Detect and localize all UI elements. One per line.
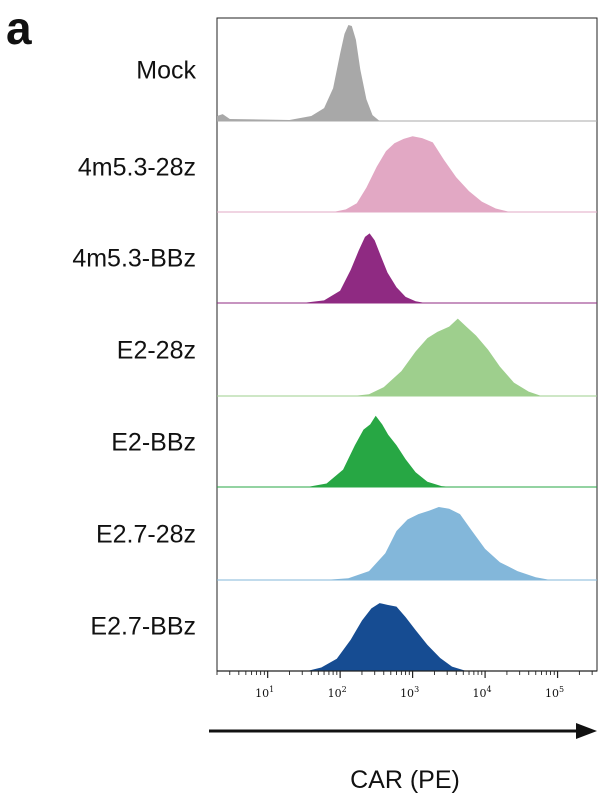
axis-arrow-head <box>576 723 597 739</box>
row-label-e2-bbz: E2-BBz <box>111 429 196 457</box>
row-label-e2-28z: E2-28z <box>117 337 196 365</box>
panel-letter: a <box>6 2 32 54</box>
x-axis: 101 102 103 104 105 <box>209 670 597 739</box>
histogram-e2-28z <box>352 318 542 396</box>
x-tick-label: 104 <box>473 685 492 700</box>
x-tick-label: 101 <box>255 685 274 700</box>
row-labels: Mock 4m5.3-28z 4m5.3-BBz E2-28z E2-BBz E2.7-2… <box>72 57 196 641</box>
plot-area <box>216 17 598 672</box>
histogram-e2-bbz <box>307 415 452 487</box>
row-label-4m5-3-28z: 4m5.3-28z <box>78 154 196 182</box>
histogram-mock <box>217 25 380 121</box>
histogram-4m5-3-28z <box>333 136 510 212</box>
x-tick-label: 102 <box>328 685 347 700</box>
x-axis-label: CAR (PE) <box>350 766 460 794</box>
row-label-e2-7-bbz: E2.7-BBz <box>90 613 196 641</box>
histogram-e2-7-28z <box>324 507 551 580</box>
row-label-4m5-3-bbz: 4m5.3-BBz <box>72 245 196 273</box>
x-tick-label: 103 <box>400 685 419 700</box>
histogram-4m5-3-bbz <box>302 233 426 303</box>
x-tick-label: 105 <box>545 685 564 700</box>
row-label-e2-7-28z: E2.7-28z <box>96 521 196 549</box>
histogram-e2-7-bbz <box>307 603 467 671</box>
row-label-mock: Mock <box>136 57 196 85</box>
